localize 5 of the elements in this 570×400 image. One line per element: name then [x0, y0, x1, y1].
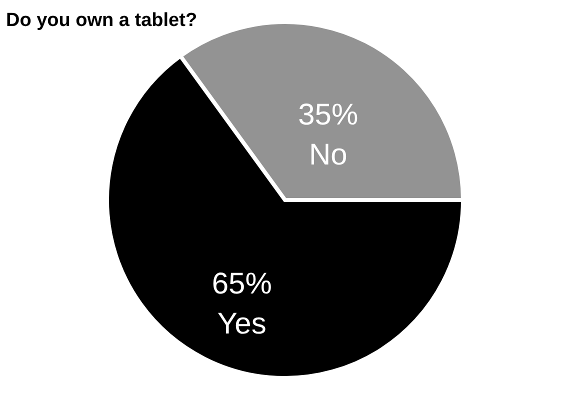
chart-title: Do you own a tablet?	[6, 10, 198, 31]
data-label: 35%	[298, 98, 358, 132]
slice-label: No	[308, 138, 348, 172]
data-label: 65%	[212, 268, 272, 301]
slice-label: Yes	[217, 308, 266, 341]
